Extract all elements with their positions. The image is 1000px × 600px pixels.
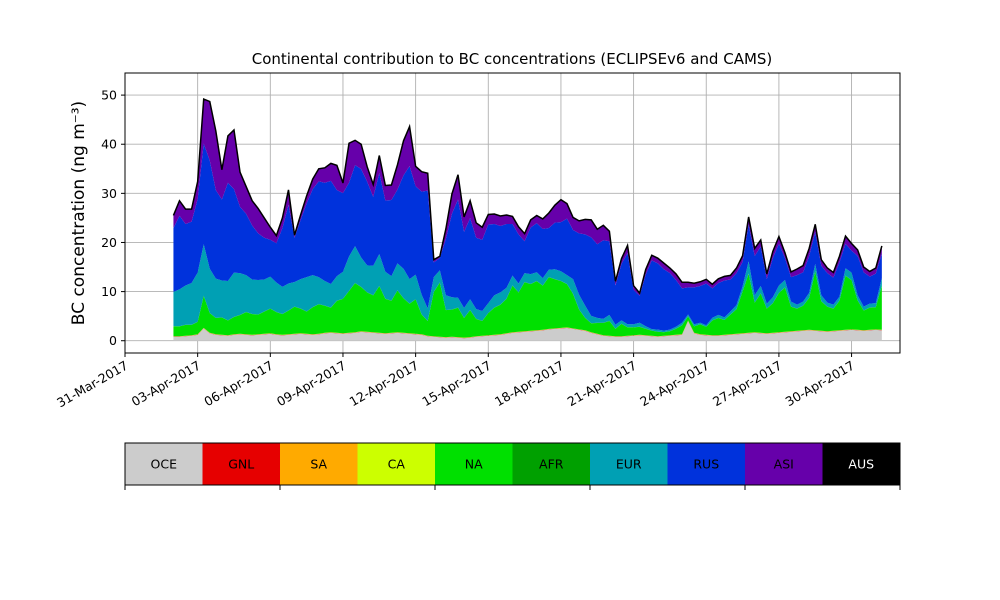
x-tick-label: 30-Apr-2017 [783,358,857,410]
legend-label-na: NA [465,457,483,472]
legend-swatch-sa [280,443,358,485]
legend-label-asi: ASI [774,457,794,472]
plot-frame [124,72,901,354]
x-tick-label: 18-Apr-2017 [492,358,566,410]
y-tick-label: 30 [101,186,117,201]
y-axis-ticks: 0 10 20 30 40 50 [101,88,125,348]
x-tick-label: 24-Apr-2017 [637,358,711,410]
legend-colorbar: OCE GNL SA CA NA AFR EUR RUS ASI AUS [124,442,901,490]
legend-swatch-na [435,443,513,485]
y-tick-label: 20 [101,235,117,250]
legend-label-afr: AFR [539,457,564,472]
y-axis-label: BC concentration (ng m⁻³) [69,101,89,325]
legend-swatch-oce [125,443,203,485]
legend-label-ca: CA [388,457,406,472]
legend-label-gnl: GNL [228,457,254,472]
chart-title: Continental contribution to BC concentra… [252,50,773,68]
legend-swatch-ca [357,443,436,485]
legend-label-oce: OCE [151,457,178,472]
area-na [173,271,882,338]
y-tick-label: 40 [101,137,117,152]
x-tick-label: 27-Apr-2017 [710,358,784,410]
legend-label-eur: EUR [616,457,642,472]
area-asi [173,99,882,296]
x-tick-label: 15-Apr-2017 [419,358,493,410]
x-tick-label: 03-Apr-2017 [129,358,203,410]
legend-label-aus: AUS [848,457,874,472]
legend-swatch-rus [667,443,746,485]
x-tick-label: 06-Apr-2017 [201,358,275,410]
total-line-path [172,97,883,295]
y-tick-label: 0 [109,333,117,348]
x-tick-label: 31-Mar-2017 [54,358,130,411]
legend-label-rus: RUS [693,457,719,472]
area-rus [173,143,882,331]
legend-swatch-gnl [202,443,281,485]
x-tick-label: 09-Apr-2017 [274,358,348,410]
area-oce [173,321,882,341]
legend-swatch-asi [745,443,823,485]
x-tick-label: 21-Apr-2017 [565,358,639,410]
legend-swatch-afr [512,443,591,485]
x-axis-ticks: 31-Mar-201703-Apr-201706-Apr-201709-Apr-… [54,353,857,410]
legend-swatch-eur [590,443,668,485]
legend-frame [124,442,901,486]
legend-swatch-aus [822,443,901,485]
area-eur [173,244,882,333]
y-tick-label: 10 [101,284,117,299]
legend-label-sa: SA [310,457,327,472]
x-tick-label: 12-Apr-2017 [347,358,421,410]
total-line [172,97,883,295]
y-tick-label: 50 [101,88,117,103]
stacked-areas [173,99,882,341]
